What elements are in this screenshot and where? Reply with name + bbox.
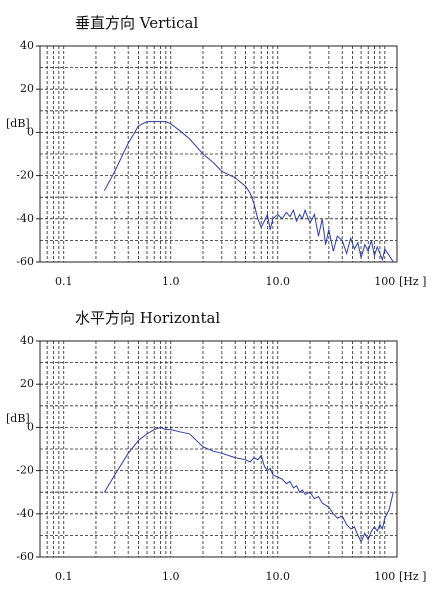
x-tick-label: 100	[374, 570, 395, 583]
y-tick-label: -20	[16, 464, 34, 477]
x-tick-label: 100	[374, 275, 395, 288]
y-tick-label: -40	[16, 507, 34, 520]
x-tick-label: 1.0	[162, 570, 180, 583]
y-axis-label: [dB]	[6, 117, 30, 130]
y-tick-label: -20	[16, 169, 34, 182]
x-tick-label: 10.0	[266, 570, 291, 583]
chart-title: 垂直方向 Vertical	[75, 14, 198, 32]
x-tick-label: 0.1	[55, 275, 73, 288]
x-axis-label: [Hz ]	[399, 275, 426, 288]
x-tick-label: 1.0	[162, 275, 180, 288]
data-line	[103, 426, 394, 544]
chart-title: 水平方向 Horizontal	[75, 309, 220, 327]
y-tick-label: -60	[16, 255, 34, 268]
y-tick-label: 20	[20, 377, 34, 390]
data-line	[103, 121, 394, 263]
x-tick-label: 10.0	[266, 275, 291, 288]
y-axis-label: [dB]	[6, 412, 30, 425]
y-tick-label: 40	[20, 39, 34, 52]
plot-frame	[39, 45, 398, 263]
y-tick-label: 40	[20, 334, 34, 347]
y-tick-label: 0	[27, 125, 34, 138]
y-tick-label: 0	[27, 420, 34, 433]
x-tick-label: 0.1	[55, 570, 73, 583]
x-axis-label: [Hz ]	[399, 570, 426, 583]
y-tick-label: -60	[16, 550, 34, 563]
plot-frame	[39, 340, 398, 558]
y-tick-label: -40	[16, 212, 34, 225]
y-tick-label: 20	[20, 82, 34, 95]
